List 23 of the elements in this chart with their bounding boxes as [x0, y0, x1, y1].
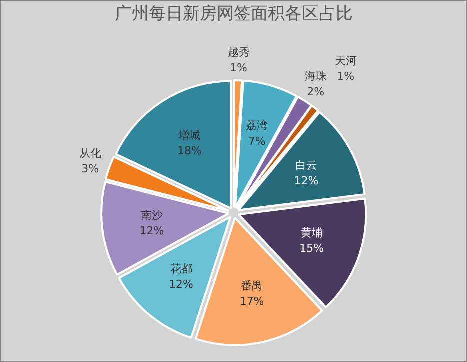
data-label: 17% — [240, 294, 264, 308]
slice-label: 天河 — [334, 54, 357, 68]
data-label: 1% — [337, 70, 355, 84]
chart-title: 广州每日新房网签面积各区占比 — [115, 4, 353, 24]
slice-label: 番禺 — [241, 279, 264, 292]
slice-label: 荔湾 — [246, 119, 268, 132]
slice-label: 海珠 — [304, 70, 327, 83]
data-label: 2% — [307, 85, 325, 98]
data-label: 12% — [169, 278, 194, 291]
data-label: 7% — [248, 134, 266, 148]
data-label: 15% — [300, 242, 324, 256]
data-label: 3% — [82, 162, 100, 176]
data-label: 18% — [177, 144, 202, 158]
data-label: 12% — [294, 174, 319, 188]
data-label: 12% — [140, 224, 164, 238]
slice-label: 从化 — [79, 146, 102, 160]
slice-label: 南沙 — [140, 208, 163, 222]
slice-label: 花都 — [170, 262, 192, 276]
slice-label: 增城 — [178, 128, 201, 142]
slice-label: 白云 — [295, 158, 318, 172]
slice-label: 越秀 — [228, 46, 250, 60]
slice-label: 黄埔 — [300, 226, 323, 240]
data-label: 1% — [230, 62, 248, 75]
